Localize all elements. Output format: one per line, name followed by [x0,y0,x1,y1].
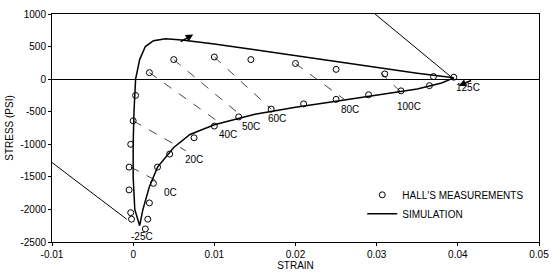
svg-text:100C: 100C [397,101,421,112]
svg-text:HALL'S MEASUREMENTS: HALL'S MEASUREMENTS [402,190,523,201]
svg-text:-500: -500 [26,106,46,117]
svg-text:0C: 0C [164,187,177,198]
svg-text:0: 0 [40,74,46,85]
svg-text:STRESS (PSI): STRESS (PSI) [4,95,15,161]
svg-text:0.04: 0.04 [448,249,468,260]
svg-text:0: 0 [130,249,136,260]
svg-text:125C: 125C [456,82,480,93]
svg-text:STRAIN: STRAIN [277,260,314,271]
svg-text:-2000: -2000 [20,204,46,215]
svg-text:60C: 60C [268,113,286,124]
svg-text:-1000: -1000 [20,139,46,150]
svg-text:SIMULATION: SIMULATION [402,209,462,220]
svg-text:-0.01: -0.01 [41,249,64,260]
svg-text:1000: 1000 [24,9,47,20]
svg-text:80C: 80C [341,104,359,115]
svg-text:40C: 40C [219,129,237,140]
svg-text:0.01: 0.01 [205,249,225,260]
svg-text:500: 500 [29,41,46,52]
svg-text:0.02: 0.02 [286,249,306,260]
svg-text:0.05: 0.05 [529,249,549,260]
svg-text:20C: 20C [185,154,203,165]
svg-text:50C: 50C [242,121,260,132]
svg-text:-25C: -25C [131,231,153,242]
svg-text:-1500: -1500 [20,171,46,182]
svg-text:0.03: 0.03 [367,249,387,260]
svg-text:-2500: -2500 [20,237,46,248]
